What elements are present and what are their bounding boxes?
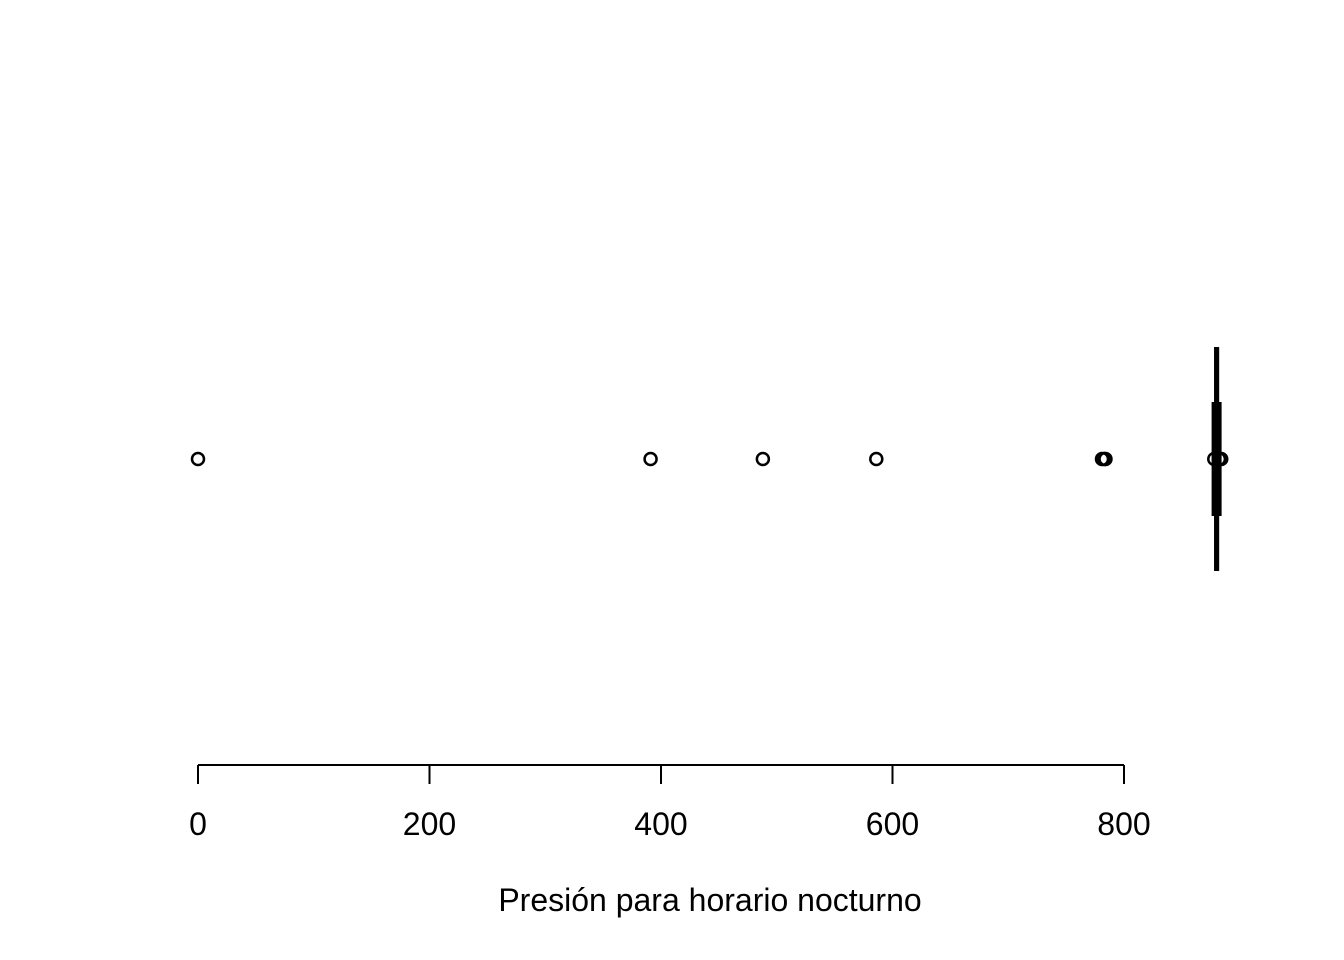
outlier-point [1213,451,1229,467]
plot-area [190,347,1229,571]
outlier-point [869,451,884,467]
x-axis: 0 200 400 600 800 [189,764,1151,842]
outlier-point [643,451,658,467]
x-tick-label: 600 [866,806,919,842]
outlier-point [190,451,206,467]
x-axis-title: Presión para horario nocturno [498,882,921,918]
outlier-point [755,451,771,467]
outlier-point [1098,451,1113,467]
x-tick-label: 0 [189,806,207,842]
x-tick-label: 400 [634,806,687,842]
x-tick-label: 800 [1097,806,1150,842]
x-tick-label: 200 [403,806,456,842]
outlier-point [1207,451,1222,467]
